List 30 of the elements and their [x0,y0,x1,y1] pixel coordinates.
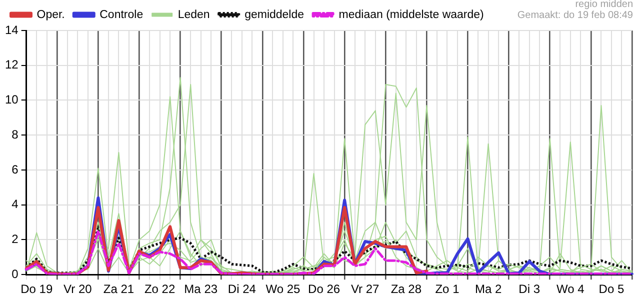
x-tick-label: Di 24 [228,282,256,296]
legend-label: mediaan (middelste waarde) [338,8,484,21]
text: regio midden [574,0,633,10]
x-tick-label: Do 5 [598,282,624,296]
y-tick-label: 2 [12,232,19,246]
y-tick-label: 0 [12,266,19,281]
text: Gemaakt: do 19 feb 08:49 [517,10,633,21]
x-tick-label: Vr 20 [64,282,92,296]
x-tick-label: Ma 23 [184,282,218,296]
x-tick-label: Wo 4 [556,282,585,296]
x-tick-label: Do 26 [308,282,340,296]
y-tick-label: 14 [4,22,19,37]
legend-label: gemiddelde [244,8,304,21]
legend-label: Leden [178,8,210,21]
y-tick-label: 12 [4,58,19,72]
x-tick-label: Ma 2 [474,282,502,296]
x-tick-label: Wo 25 [266,282,301,296]
legend-label: Oper. [36,8,65,21]
y-tick-label: 8 [12,127,19,142]
y-tick-label: 6 [12,162,19,176]
x-tick-label: Za 28 [390,282,422,296]
x-tick-label: Vr 27 [350,282,380,296]
y-tick-label: 4 [12,197,19,212]
x-tick-label: Zo 1 [435,282,460,296]
x-tick-label: Za 21 [103,282,134,296]
y-tick-label: 10 [4,92,19,107]
x-tick-label: Di 3 [518,282,540,296]
x-tick-label: Zo 22 [144,282,176,296]
x-tick-label: Do 19 [20,282,53,296]
legend-label: Controle [100,8,144,21]
